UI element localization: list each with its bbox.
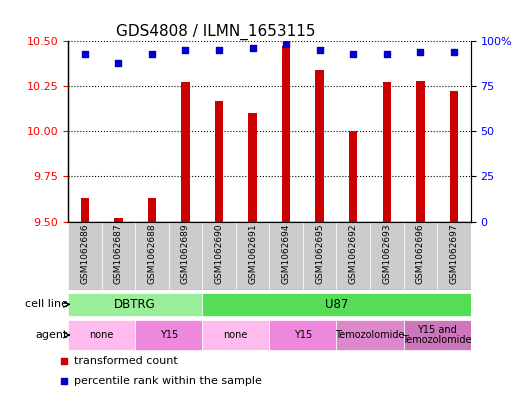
Point <box>181 47 190 53</box>
Bar <box>135 222 168 290</box>
Text: Y15: Y15 <box>294 330 312 340</box>
Text: GSM1062695: GSM1062695 <box>315 224 324 285</box>
Text: GDS4808 / ILMN_1653115: GDS4808 / ILMN_1653115 <box>116 23 316 40</box>
Text: GSM1062689: GSM1062689 <box>181 224 190 285</box>
Text: Y15: Y15 <box>160 330 178 340</box>
Bar <box>168 222 202 290</box>
Text: Temozolomide: Temozolomide <box>335 330 405 340</box>
Bar <box>404 222 437 290</box>
Text: GSM1062692: GSM1062692 <box>349 224 358 284</box>
Bar <box>135 320 202 350</box>
Bar <box>81 198 89 222</box>
Text: GSM1062687: GSM1062687 <box>114 224 123 285</box>
Point <box>315 47 324 53</box>
Bar <box>349 131 357 222</box>
Point <box>349 50 357 57</box>
Point <box>114 59 122 66</box>
Bar <box>101 222 135 290</box>
Bar <box>416 81 425 222</box>
Point <box>450 49 458 55</box>
Text: percentile rank within the sample: percentile rank within the sample <box>74 376 262 386</box>
Bar <box>248 113 257 222</box>
Point <box>383 50 391 57</box>
Bar <box>147 198 156 222</box>
Bar <box>404 320 471 350</box>
Bar <box>315 70 324 222</box>
Text: cell line: cell line <box>25 299 68 309</box>
Bar <box>68 293 202 316</box>
Bar <box>202 293 471 316</box>
Text: DBTRG: DBTRG <box>114 298 156 311</box>
Text: U87: U87 <box>325 298 348 311</box>
Text: none: none <box>89 330 113 340</box>
Bar <box>202 222 236 290</box>
Point <box>81 50 89 57</box>
Bar <box>437 222 471 290</box>
Point <box>215 47 223 53</box>
Bar <box>215 101 223 222</box>
Bar <box>202 320 269 350</box>
Text: transformed count: transformed count <box>74 356 178 367</box>
Bar <box>181 83 190 222</box>
Bar <box>114 218 122 222</box>
Text: GSM1062696: GSM1062696 <box>416 224 425 285</box>
Point <box>416 49 425 55</box>
Text: GSM1062693: GSM1062693 <box>382 224 391 285</box>
Text: GSM1062694: GSM1062694 <box>281 224 291 284</box>
Bar <box>68 320 135 350</box>
Text: Y15 and
Temozolomide: Y15 and Temozolomide <box>402 325 472 345</box>
Point <box>147 50 156 57</box>
Bar <box>282 46 290 222</box>
Point <box>282 41 290 48</box>
Bar <box>370 222 404 290</box>
Text: GSM1062691: GSM1062691 <box>248 224 257 285</box>
Bar <box>68 222 101 290</box>
Bar <box>450 92 458 222</box>
Text: none: none <box>224 330 248 340</box>
Bar <box>383 83 391 222</box>
Text: GSM1062686: GSM1062686 <box>80 224 89 285</box>
Bar <box>336 320 404 350</box>
Bar <box>269 320 336 350</box>
Point <box>60 378 68 384</box>
Bar <box>269 222 303 290</box>
Bar <box>336 222 370 290</box>
Text: agent: agent <box>36 330 68 340</box>
Text: GSM1062690: GSM1062690 <box>214 224 223 285</box>
Text: GSM1062688: GSM1062688 <box>147 224 156 285</box>
Point <box>60 358 68 365</box>
Bar <box>236 222 269 290</box>
Bar <box>303 222 336 290</box>
Point <box>248 45 257 51</box>
Text: GSM1062697: GSM1062697 <box>449 224 459 285</box>
